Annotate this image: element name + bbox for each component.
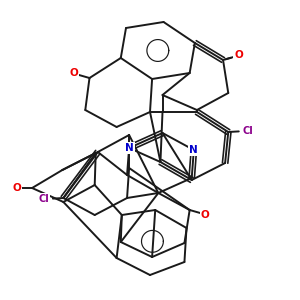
Text: O: O: [70, 68, 78, 79]
Text: Cl: Cl: [242, 125, 253, 136]
Text: O: O: [12, 183, 21, 193]
Text: Cl: Cl: [38, 194, 49, 205]
Text: N: N: [190, 145, 198, 155]
Text: N: N: [125, 143, 134, 153]
Text: O: O: [201, 209, 210, 220]
Text: O: O: [234, 50, 243, 61]
